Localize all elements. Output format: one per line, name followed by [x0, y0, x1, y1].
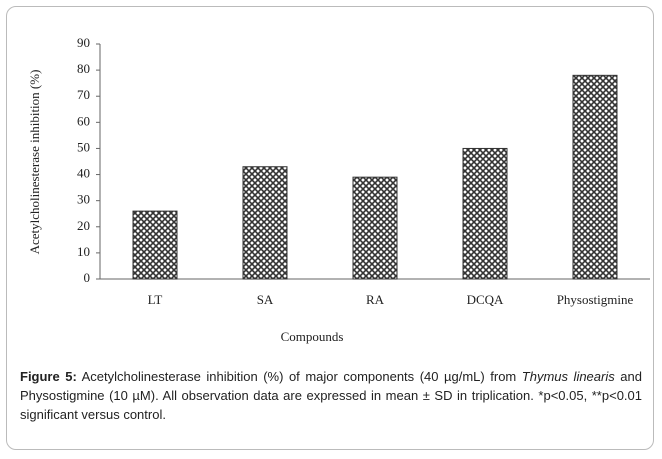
bar — [462, 147, 508, 280]
x-axis-label: Compounds — [281, 329, 344, 344]
x-tick-label: SA — [257, 292, 274, 307]
x-tick-label: Physostigmine — [557, 292, 634, 307]
y-tick-label: 30 — [77, 192, 90, 207]
caption-label: Figure 5: — [20, 369, 77, 384]
caption-text: Acetylcholinesterase inhibition (%) of m… — [81, 369, 517, 384]
y-tick-label: 0 — [84, 270, 91, 285]
bar — [572, 74, 618, 280]
y-tick-label: 60 — [77, 113, 90, 128]
x-tick-label: RA — [366, 292, 385, 307]
y-tick-label: 90 — [77, 35, 90, 50]
figure-frame — [6, 6, 654, 450]
y-tick-label: 50 — [77, 139, 90, 154]
caption: Figure 5: Acetylcholinesterase inhibitio… — [20, 367, 642, 424]
caption-text: and Physostigmine (10 µM). All observati… — [20, 369, 642, 422]
bar — [242, 166, 288, 280]
y-tick-label: 40 — [77, 166, 90, 181]
bar — [132, 210, 178, 280]
caption-species: Thymus linearis — [521, 369, 615, 384]
chart: Compounds Acetylcholinesterase inhibitio… — [27, 35, 650, 344]
y-tick-label: 10 — [77, 244, 90, 259]
y-tick-label: 70 — [77, 87, 90, 102]
x-tick-label: LT — [148, 292, 163, 307]
x-tick-label: DCQA — [467, 292, 504, 307]
bar — [352, 176, 398, 280]
y-axis-label: Acetylcholinesterase inhibition (%) — [27, 70, 42, 255]
y-tick-label: 20 — [77, 218, 90, 233]
y-tick-label: 80 — [77, 61, 90, 76]
